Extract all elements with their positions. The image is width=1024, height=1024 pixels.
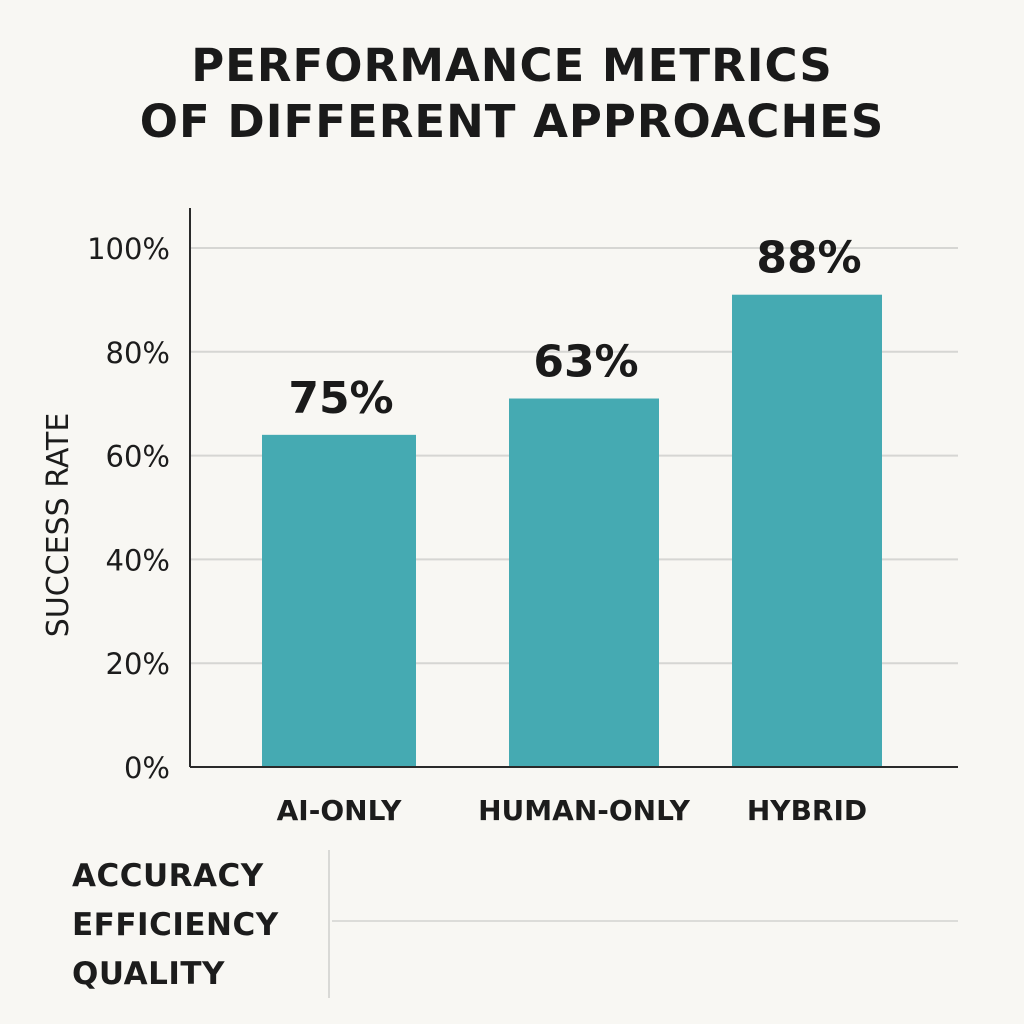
bar-hybrid (732, 294, 882, 767)
y-tick-label: 100% (87, 232, 170, 266)
chart-title-line-1: PERFORMANCE METRICS (191, 39, 833, 92)
legend-item-efficiency: EFFICIENCY (72, 907, 279, 943)
y-tick-labels: 0% 20% 40% 60% 80% 100% (87, 232, 170, 785)
x-tick-label: HYBRID (747, 794, 867, 827)
data-labels: 75% 63% 88% (288, 233, 861, 424)
data-label: 75% (288, 373, 393, 424)
axes (189, 208, 958, 768)
x-tick-label: HUMAN-ONLY (478, 794, 690, 827)
legend-item-accuracy: ACCURACY (72, 858, 264, 894)
y-tick-label: 60% (106, 440, 170, 474)
bar-human-only (509, 398, 659, 767)
y-tick-label: 40% (106, 543, 170, 577)
chart-title: PERFORMANCE METRICS OF DIFFERENT APPROAC… (0, 38, 1024, 150)
data-label: 88% (756, 233, 861, 284)
legend: ACCURACY EFFICIENCY QUALITY (72, 852, 279, 999)
bars (262, 294, 882, 767)
chart-title-line-2: OF DIFFERENT APPROACHES (139, 95, 885, 148)
y-tick-label: 20% (106, 647, 170, 681)
bar-ai-only (262, 434, 416, 767)
legend-divider (328, 850, 330, 998)
data-label: 63% (533, 337, 638, 388)
x-tick-labels: AI-ONLY HUMAN-ONLY HYBRID (277, 794, 867, 827)
y-tick-label: 0% (124, 751, 170, 785)
legend-item-quality: QUALITY (72, 956, 225, 992)
x-tick-label: AI-ONLY (277, 794, 402, 827)
y-axis-label: SUCCESS RATE (41, 413, 76, 638)
legend-rule (332, 920, 958, 922)
y-tick-label: 80% (106, 336, 170, 370)
